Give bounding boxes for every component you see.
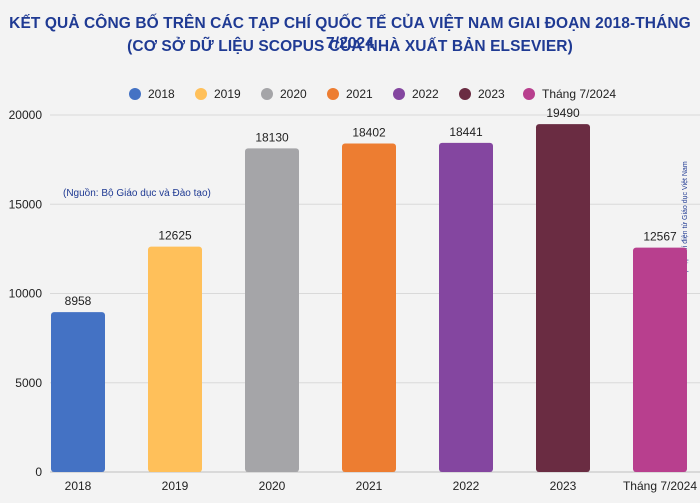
- legend-swatch: [129, 88, 141, 100]
- legend-swatch: [261, 88, 273, 100]
- legend-swatch: [459, 88, 471, 100]
- legend-item: 2020: [261, 85, 307, 103]
- x-tick-label: 2023: [550, 479, 577, 493]
- bar: [439, 142, 493, 472]
- bar: [342, 143, 396, 473]
- legend-label: Tháng 7/2024: [542, 87, 617, 101]
- bar: [51, 312, 105, 472]
- legend-label: 2022: [412, 87, 439, 101]
- chart-legend: 2018 2019 2020 2021 2022 2023 Tháng 7/2024: [0, 85, 700, 103]
- bar-value-label: 19490: [546, 106, 580, 120]
- bar-value-label: 18441: [449, 125, 483, 139]
- legend-swatch: [523, 88, 535, 100]
- y-tick-label: 0: [35, 465, 42, 479]
- y-tick-label: 15000: [9, 197, 43, 211]
- y-tick-label: 10000: [9, 287, 43, 301]
- bar-value-label: 12567: [643, 230, 677, 244]
- legend-item: 2022: [393, 85, 439, 103]
- legend-swatch: [195, 88, 207, 100]
- x-tick-label: 2018: [65, 479, 92, 493]
- chart-subtitle: (CƠ SỞ DỮ LIỆU SCOPUS CỦA NHÀ XUẤT BẢN E…: [127, 38, 573, 55]
- x-tick-label: Tháng 7/2024: [623, 479, 697, 493]
- bar-value-label: 18402: [352, 126, 386, 140]
- legend-swatch: [393, 88, 405, 100]
- legend-item: 2023: [459, 85, 505, 103]
- legend-label: 2021: [346, 87, 373, 101]
- legend-item: 2019: [195, 85, 241, 103]
- x-tick-label: 2019: [162, 479, 189, 493]
- bar: [148, 246, 202, 472]
- x-tick-label: 2022: [453, 479, 480, 493]
- chart-title: KẾT QUẢ CÔNG BỐ TRÊN CÁC TẠP CHÍ QUỐC TẾ…: [9, 15, 691, 52]
- bar: [633, 247, 687, 472]
- bar-value-label: 12625: [158, 229, 192, 243]
- legend-item: 2018: [129, 85, 175, 103]
- legend-item: 2021: [327, 85, 373, 103]
- bar: [245, 148, 299, 472]
- x-tick-label: 2020: [259, 479, 286, 493]
- legend-label: 2020: [280, 87, 307, 101]
- y-tick-label: 20000: [9, 108, 43, 122]
- legend-item: Tháng 7/2024: [523, 85, 616, 103]
- legend-label: 2018: [148, 87, 175, 101]
- y-tick-label: 5000: [15, 376, 42, 390]
- bar-value-label: 8958: [65, 294, 92, 308]
- legend-label: 2019: [214, 87, 241, 101]
- legend-label: 2023: [478, 87, 505, 101]
- legend-swatch: [327, 88, 339, 100]
- x-tick-label: 2021: [356, 479, 383, 493]
- bar-value-label: 18130: [255, 130, 289, 144]
- bar: [536, 124, 590, 472]
- source-note: (Nguồn: Bộ Giáo dục và Đào tạo): [63, 188, 211, 199]
